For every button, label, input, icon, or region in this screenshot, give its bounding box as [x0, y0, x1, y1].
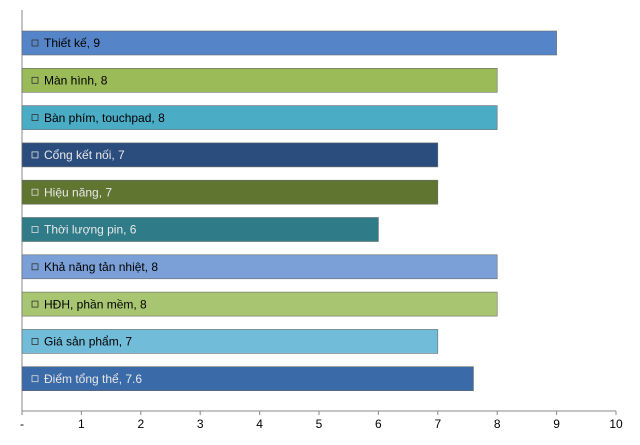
data-label: HĐH, phần mềm, 8 [44, 297, 147, 311]
bar [21, 142, 439, 168]
bar [21, 366, 474, 392]
label-key [31, 39, 39, 47]
x-tick-label: 9 [553, 417, 560, 431]
label-key [31, 76, 39, 84]
label-key [31, 337, 39, 345]
x-tick-label: 10 [609, 417, 623, 431]
x-tick-label: 4 [256, 417, 263, 431]
x-tick-label: 5 [316, 417, 323, 431]
label-key [31, 263, 39, 271]
x-tick-label: 8 [494, 417, 501, 431]
bar [21, 105, 498, 130]
bar [21, 68, 498, 93]
bar [21, 291, 498, 317]
data-label: Khả năng tản nhiệt, 8 [44, 260, 158, 274]
x-tick-label: 1 [78, 417, 85, 431]
data-label: Thiết kế, 9 [44, 36, 100, 50]
x-tick-label: 3 [197, 417, 204, 431]
x-tick-label: - [20, 417, 24, 431]
bar [21, 217, 379, 242]
data-label: Màn hình, 8 [44, 73, 108, 87]
label-key [31, 300, 39, 308]
bar [21, 30, 557, 56]
label-key [31, 114, 39, 121]
data-label: Cổng kết nối, 7 [44, 148, 125, 162]
label-key [31, 151, 39, 159]
x-tick-label: 7 [434, 417, 441, 431]
bar [21, 179, 439, 205]
x-tick-label: 2 [137, 417, 144, 431]
bar [21, 329, 439, 354]
data-label: Điểm tổng thể, 7.6 [44, 372, 142, 386]
data-label: Hiệu năng, 7 [44, 185, 112, 199]
bar [21, 254, 498, 280]
label-key [31, 375, 39, 383]
label-key [31, 226, 39, 233]
data-label: Thời lượng pin, 6 [44, 223, 137, 237]
data-label: Giá sản phẩm, 7 [44, 335, 132, 349]
data-label: Bàn phím, touchpad, 8 [44, 111, 165, 125]
label-key [31, 188, 39, 196]
x-tick-label: 6 [375, 417, 382, 431]
